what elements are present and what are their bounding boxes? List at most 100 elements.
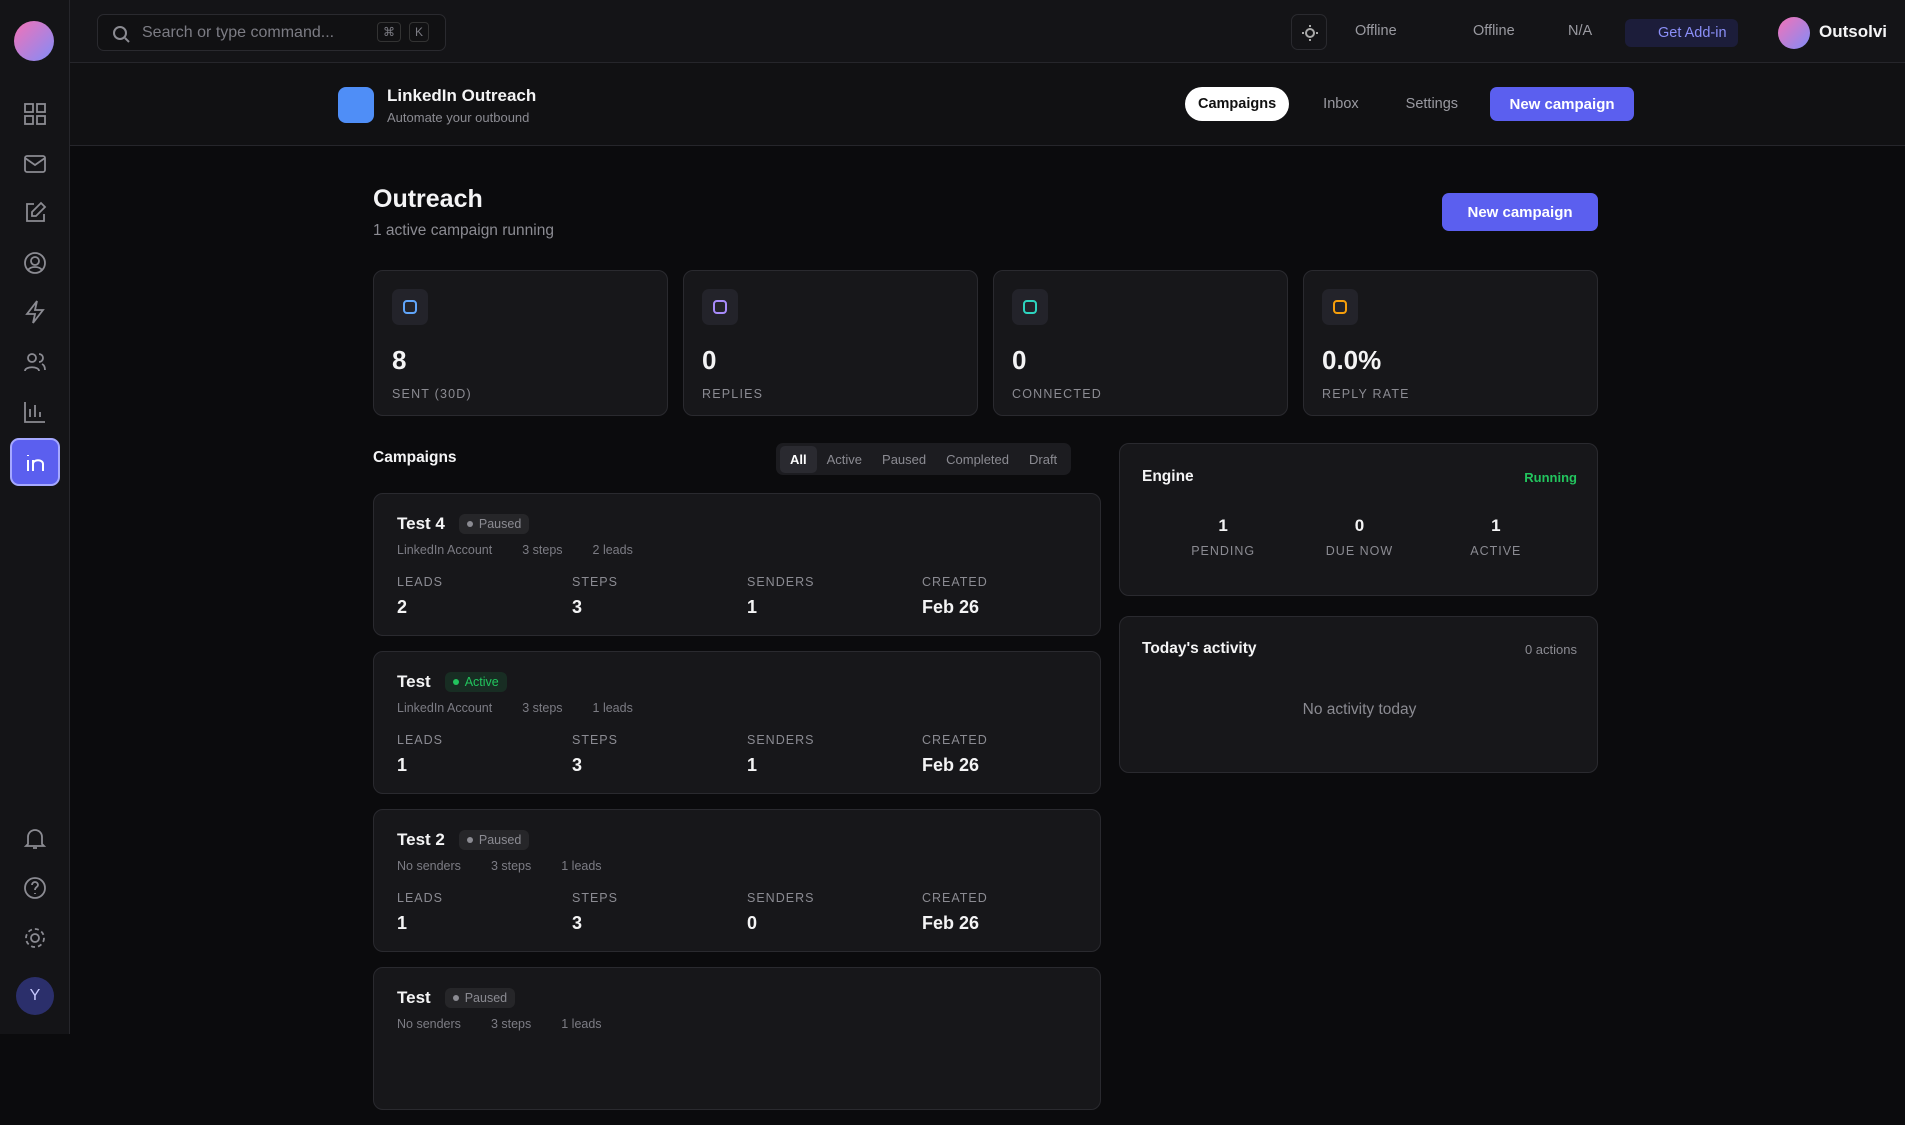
- page-title: Outreach: [373, 185, 483, 213]
- module-subtitle: Automate your outbound: [387, 110, 530, 125]
- shortcut-key: K: [408, 22, 429, 42]
- get-addin-button[interactable]: Get Add-in: [1625, 19, 1738, 47]
- search-placeholder: Search or type command...: [142, 23, 335, 41]
- activity-empty: No activity today: [1302, 701, 1417, 718]
- search-box[interactable]: Search or type command... ⌘ K: [97, 14, 446, 51]
- stat-label: CONNECTED: [1012, 387, 1102, 401]
- status-dot: [466, 837, 473, 843]
- shortcut-key: ⌘: [377, 22, 401, 42]
- metric: STEPS 3: [572, 733, 747, 776]
- campaign-meta: No senders 3 steps 1 leads: [397, 1017, 1077, 1031]
- nav-linkedin-active[interactable]: [10, 438, 60, 486]
- engine-status: Running: [1524, 470, 1577, 485]
- nav-settings[interactable]: [22, 925, 48, 951]
- tab[interactable]: Settings: [1405, 96, 1459, 112]
- stat-icon: [392, 289, 428, 325]
- meta-item: 1 leads: [561, 859, 602, 873]
- status-indicator: Offline: [1473, 23, 1515, 39]
- campaign-name: Test 2: [397, 830, 445, 849]
- metric-value: Feb 26: [922, 755, 980, 775]
- campaign-name: Test: [397, 988, 431, 1007]
- meta-item: 3 steps: [490, 859, 532, 873]
- stat-icon-dot: [1333, 300, 1347, 314]
- nav-notifications[interactable]: [22, 826, 48, 852]
- stat-icon-dot: [713, 300, 727, 314]
- tab[interactable]: Inbox: [1323, 96, 1359, 112]
- account-logo: [1778, 17, 1810, 49]
- stat-value: 8: [392, 345, 407, 375]
- engine-metrics: 1 PENDING 0 DUE NOW 1 ACTIVE: [1120, 516, 1599, 558]
- campaign-meta: LinkedIn Account 3 steps 1 leads: [397, 701, 1077, 715]
- metric-value: 0: [747, 913, 758, 933]
- module-header: LinkedIn Outreach Automate your outbound…: [70, 63, 1905, 146]
- campaign-name: Test: [397, 672, 431, 691]
- header-new-campaign[interactable]: New campaign: [1490, 87, 1634, 121]
- user-avatar[interactable]: Y: [16, 977, 54, 1015]
- nav-mail[interactable]: [22, 151, 48, 177]
- metric-label: LEADS: [397, 733, 443, 747]
- activity-count: 0 actions: [1524, 642, 1577, 657]
- page-subtitle: 1 active campaign running: [373, 222, 554, 239]
- metric-value: 3: [572, 597, 583, 617]
- campaign-list: Test 4 Paused LinkedIn Account 3 steps 2 lea…: [373, 493, 1101, 1125]
- nav-analytics[interactable]: [22, 399, 48, 425]
- metric-value: 3: [572, 913, 583, 933]
- nav-compose[interactable]: [22, 200, 48, 226]
- metric: STEPS 3: [572, 891, 747, 934]
- status-text: Paused: [478, 833, 522, 847]
- campaign-card[interactable]: Test 4 Paused LinkedIn Account 3 steps 2 lea…: [373, 493, 1101, 636]
- topbar: Search or type command... ⌘ K Offline Of…: [70, 0, 1905, 63]
- status-indicator: Offline: [1355, 23, 1397, 39]
- tab[interactable]: Campaigns: [1185, 87, 1290, 121]
- status-indicator: N/A: [1568, 23, 1593, 39]
- meta-item: No senders: [397, 1017, 461, 1031]
- engine-metric-label: ACTIVE: [1470, 544, 1522, 558]
- metric-value: 1: [747, 755, 758, 775]
- activity-panel: Today's activity 0 actions No activity t…: [1119, 616, 1598, 773]
- meta-item: 1 leads: [561, 1017, 602, 1031]
- app-logo[interactable]: [14, 21, 54, 61]
- metric: STEPS 3: [572, 575, 747, 618]
- stat-icon-dot: [403, 300, 417, 314]
- status-pill: Paused: [444, 988, 516, 1008]
- stat-value: 0: [1012, 345, 1027, 375]
- filter-tab[interactable]: Active: [826, 451, 863, 467]
- status-dot: [466, 521, 473, 527]
- account-name[interactable]: Outsolvi: [1819, 22, 1888, 41]
- nav-help[interactable]: [22, 875, 48, 901]
- campaign-card[interactable]: Test Active LinkedIn Account 3 steps 1 leads…: [373, 651, 1101, 794]
- stat-value: 0: [702, 345, 717, 375]
- campaign-meta: No senders 3 steps 1 leads: [397, 859, 1077, 873]
- nav-contacts[interactable]: [22, 250, 48, 276]
- metric: SENDERS 1: [747, 733, 922, 776]
- nav-automation[interactable]: [22, 299, 48, 325]
- meta-item: 3 steps: [522, 543, 563, 557]
- campaign-metrics: LEADS 2 STEPS 3 SENDERS 1 CREATED Feb 26: [397, 575, 1077, 618]
- campaign-meta: LinkedIn Account 3 steps 2 leads: [397, 543, 1077, 557]
- stat-label: REPLIES: [702, 387, 764, 401]
- engine-metric: 1 PENDING: [1155, 516, 1291, 558]
- meta-item: 3 steps: [522, 701, 563, 715]
- filter-tab[interactable]: All: [780, 445, 817, 473]
- nav-team[interactable]: [22, 349, 48, 375]
- nav-dashboard[interactable]: [22, 101, 48, 127]
- engine-title: Engine: [1142, 468, 1194, 485]
- theme-toggle[interactable]: [1291, 14, 1327, 50]
- metric-label: SENDERS: [747, 575, 815, 589]
- filter-tab[interactable]: Completed: [946, 451, 1009, 467]
- campaign-card[interactable]: Test 2 Paused No senders 3 steps 1 leads LEAD…: [373, 809, 1101, 952]
- new-campaign-button[interactable]: New campaign: [1442, 193, 1598, 231]
- stat-icon: [1012, 289, 1048, 325]
- filter-tab[interactable]: Paused: [882, 451, 927, 467]
- status-text: Paused: [464, 991, 508, 1005]
- campaigns-title: Campaigns: [373, 449, 457, 466]
- metric-label: STEPS: [572, 575, 618, 589]
- status-text: Paused: [478, 517, 522, 531]
- metric: CREATED Feb 26: [922, 575, 1097, 618]
- meta-item: 3 steps: [490, 1017, 532, 1031]
- campaign-card[interactable]: Test Paused No senders 3 steps 1 leads: [373, 967, 1101, 1110]
- filter-tab[interactable]: Draft: [1029, 451, 1058, 467]
- module-title: LinkedIn Outreach: [387, 86, 537, 105]
- module-tabs: Campaigns Inbox Settings: [1185, 87, 1471, 121]
- campaign-metrics: LEADS 1 STEPS 3 SENDERS 1 CREATED Feb 26: [397, 733, 1077, 776]
